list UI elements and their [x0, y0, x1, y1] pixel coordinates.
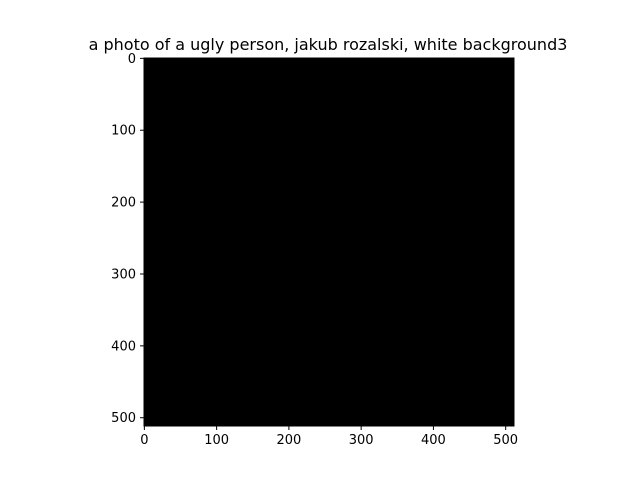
y-axis: 0 100 200 300 400 500 [111, 52, 144, 426]
x-tick-label: 400 [421, 433, 446, 448]
x-tick-label: 300 [349, 433, 374, 448]
chart-title: a photo of a ugly person, jakub rozalski… [89, 35, 568, 54]
y-tick-label: 500 [111, 411, 136, 426]
x-tick-label: 500 [493, 433, 518, 448]
x-tick-label: 100 [204, 433, 229, 448]
y-tick-label: 400 [111, 339, 136, 354]
x-axis: 0 100 200 300 400 500 [140, 426, 518, 448]
y-tick-label: 100 [111, 124, 136, 139]
y-tick-label: 0 [128, 52, 136, 67]
image-display [144, 58, 514, 426]
x-tick-label: 0 [140, 433, 148, 448]
y-tick-label: 200 [111, 196, 136, 211]
plot-area [143, 57, 515, 427]
y-tick-label: 300 [111, 267, 136, 282]
x-tick-label: 200 [276, 433, 301, 448]
axes-frame [143, 57, 515, 427]
